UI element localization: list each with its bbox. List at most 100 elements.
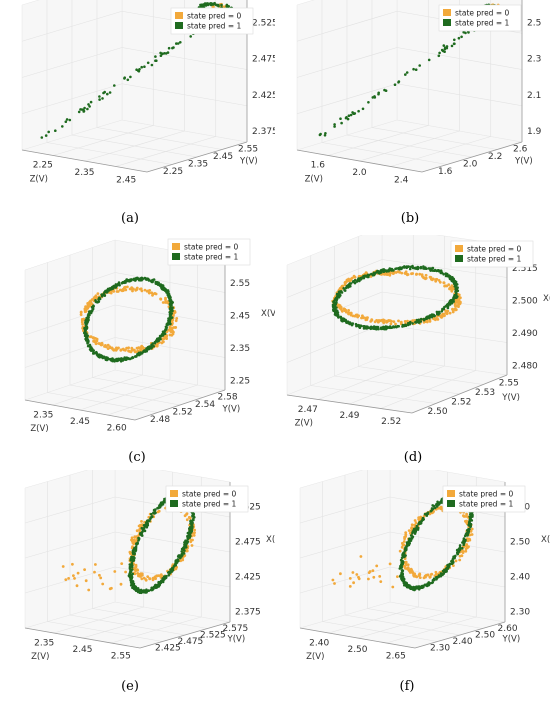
data-point	[444, 310, 448, 314]
data-point	[463, 539, 467, 542]
data-point	[130, 279, 133, 282]
data-point	[388, 562, 392, 566]
data-point	[160, 287, 163, 290]
data-point	[454, 283, 457, 286]
data-point	[359, 555, 363, 558]
y-axis-label: Y(V)	[502, 635, 521, 645]
data-point	[170, 570, 174, 573]
data-point	[457, 550, 460, 553]
y-axis-label: Y(V)	[501, 393, 520, 403]
data-point	[140, 572, 144, 576]
legend-label-0: state pred = 0	[182, 490, 236, 499]
data-point	[347, 321, 351, 325]
data-point	[461, 546, 464, 550]
data-point	[131, 583, 134, 586]
data-point	[404, 561, 408, 565]
chart-panel: 1.6 2.0 2.4 1.6 2.0 2.2 2.6 1.9 2.1 2.3 2.5 Z(V) Y(V…	[275, 0, 550, 235]
data-point	[89, 100, 93, 104]
data-point	[105, 291, 109, 294]
data-point	[369, 275, 373, 278]
data-point	[88, 313, 91, 317]
data-point	[134, 563, 138, 567]
y-tick-label: 2.50	[428, 407, 448, 417]
data-point	[163, 286, 166, 290]
data-point	[159, 54, 163, 57]
x-tick-label: 2.52	[381, 417, 401, 427]
data-point	[131, 356, 135, 359]
grid-line	[371, 127, 498, 150]
y-axis-label: Y(V)	[239, 157, 258, 167]
grid-line	[346, 134, 473, 158]
data-point	[85, 321, 88, 324]
data-point	[136, 587, 140, 590]
data-point	[106, 347, 110, 350]
z-tick-label: 2.30	[510, 608, 530, 618]
data-point	[357, 109, 360, 113]
data-point	[347, 114, 351, 117]
data-point	[143, 288, 147, 292]
data-point	[100, 341, 104, 345]
y-axis-label: Y(V)	[227, 635, 246, 645]
data-point	[403, 582, 406, 586]
data-point	[126, 285, 129, 289]
data-point	[401, 266, 404, 269]
data-point	[383, 273, 386, 276]
data-point	[139, 351, 143, 354]
data-point	[420, 584, 424, 588]
data-point	[89, 348, 93, 352]
data-point	[129, 570, 133, 573]
data-point	[191, 538, 194, 542]
z-axis-line	[24, 399, 136, 421]
data-point	[151, 293, 154, 297]
data-point	[106, 92, 109, 96]
data-point	[77, 110, 81, 114]
data-point	[217, 4, 220, 8]
data-point	[355, 573, 359, 576]
data-point	[154, 292, 158, 296]
legend-swatch-1	[447, 500, 455, 507]
data-point	[423, 512, 427, 516]
data-point	[94, 299, 97, 302]
data-point	[422, 576, 426, 580]
data-point	[64, 578, 68, 581]
data-point	[470, 527, 474, 531]
z-tick-label: 2.525	[252, 18, 275, 28]
data-point	[130, 580, 133, 583]
data-point	[342, 287, 345, 290]
data-point	[128, 550, 132, 554]
data-point	[415, 272, 418, 276]
data-point	[343, 281, 347, 285]
z-tick-label: 2.475	[235, 538, 261, 548]
data-point	[469, 530, 473, 533]
chart-svg: 1.6 2.0 2.4 1.6 2.0 2.2 2.6 1.9 2.1 2.3 2.5 Z(V) Y(V…	[296, 0, 542, 226]
data-point	[113, 570, 117, 573]
data-point	[176, 42, 180, 45]
x-tick-label: 2.49	[339, 411, 359, 421]
data-point	[404, 270, 408, 274]
x-tick-label: 2.40	[309, 638, 329, 648]
legend-swatch-1	[170, 500, 178, 507]
z-tick-label: 2.515	[512, 264, 538, 274]
data-point	[451, 557, 455, 561]
data-point	[357, 277, 360, 280]
data-point	[133, 535, 137, 539]
data-point	[445, 45, 449, 48]
grid-line	[299, 496, 391, 524]
grid-line	[24, 531, 116, 559]
data-point	[92, 339, 95, 343]
data-point	[460, 554, 464, 558]
y-tick-label: 2.55	[238, 145, 258, 155]
data-point	[336, 314, 340, 318]
y-axis-line	[411, 374, 508, 414]
data-point	[103, 294, 106, 297]
data-point	[402, 540, 406, 543]
data-point	[104, 357, 107, 360]
data-point	[92, 351, 95, 354]
x-tick-label: 2.55	[111, 652, 131, 662]
data-point	[424, 317, 428, 320]
data-point	[407, 585, 410, 588]
data-point	[188, 530, 192, 534]
data-point	[84, 579, 88, 583]
data-point	[349, 311, 353, 315]
